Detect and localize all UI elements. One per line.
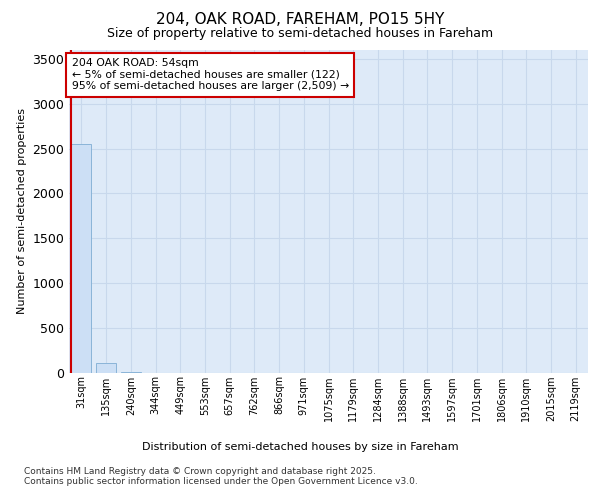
Text: Distribution of semi-detached houses by size in Fareham: Distribution of semi-detached houses by … (142, 442, 458, 452)
Bar (96, 362, 116, 372)
Text: Size of property relative to semi-detached houses in Fareham: Size of property relative to semi-detach… (107, 28, 493, 40)
Text: Contains public sector information licensed under the Open Government Licence v3: Contains public sector information licen… (24, 478, 418, 486)
Y-axis label: Number of semi-detached properties: Number of semi-detached properties (17, 108, 27, 314)
Text: 204, OAK ROAD, FAREHAM, PO15 5HY: 204, OAK ROAD, FAREHAM, PO15 5HY (156, 12, 444, 28)
Text: 204 OAK ROAD: 54sqm
← 5% of semi-detached houses are smaller (122)
95% of semi-d: 204 OAK ROAD: 54sqm ← 5% of semi-detache… (71, 58, 349, 92)
Text: Contains HM Land Registry data © Crown copyright and database right 2025.: Contains HM Land Registry data © Crown c… (24, 468, 376, 476)
Bar (71, 144, 91, 372)
